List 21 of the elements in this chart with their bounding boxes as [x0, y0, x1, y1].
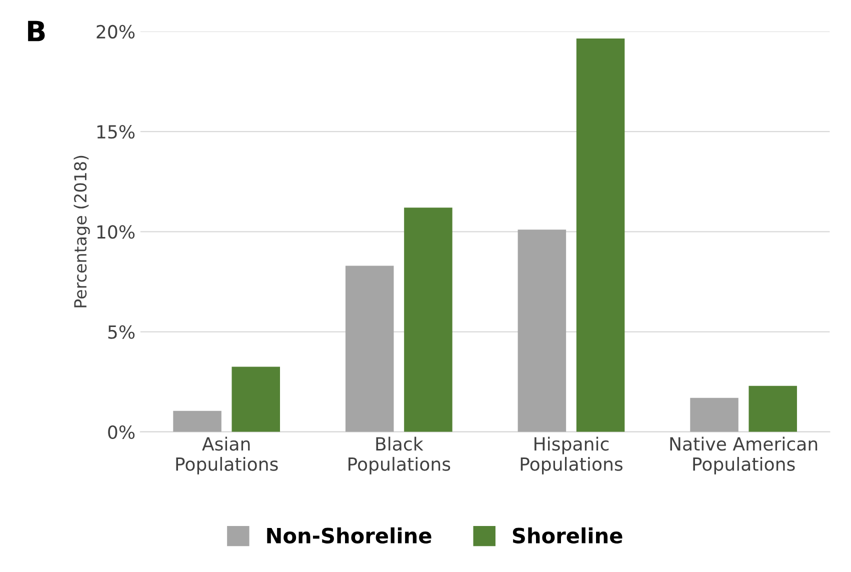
y-tick-label: 0%: [108, 425, 135, 439]
y-tick-label: 10%: [97, 225, 135, 239]
bar: [232, 366, 280, 432]
x-tick-label: Hispanic Populations: [520, 436, 622, 474]
bar: [518, 230, 566, 432]
bar: [404, 208, 452, 432]
x-tick-label: Black Populations: [348, 436, 450, 474]
bar: [576, 38, 625, 432]
y-tick-label: 15%: [97, 125, 135, 139]
y-tick-label: 5%: [108, 325, 135, 339]
bar: [173, 410, 222, 432]
x-tick-label: Asian Populations: [176, 436, 278, 474]
legend-label: Shoreline: [512, 527, 622, 544]
text: B: [28, 20, 45, 42]
bar: [345, 266, 394, 432]
x-tick-label: Native American Populations: [670, 436, 818, 474]
y-tick-label: 20%: [96, 24, 135, 39]
bar: [748, 386, 797, 432]
bar: [690, 398, 738, 432]
legend-label: Non-Shoreline: [267, 527, 432, 544]
y-axis-title: Percentage (2018): [74, 156, 90, 308]
